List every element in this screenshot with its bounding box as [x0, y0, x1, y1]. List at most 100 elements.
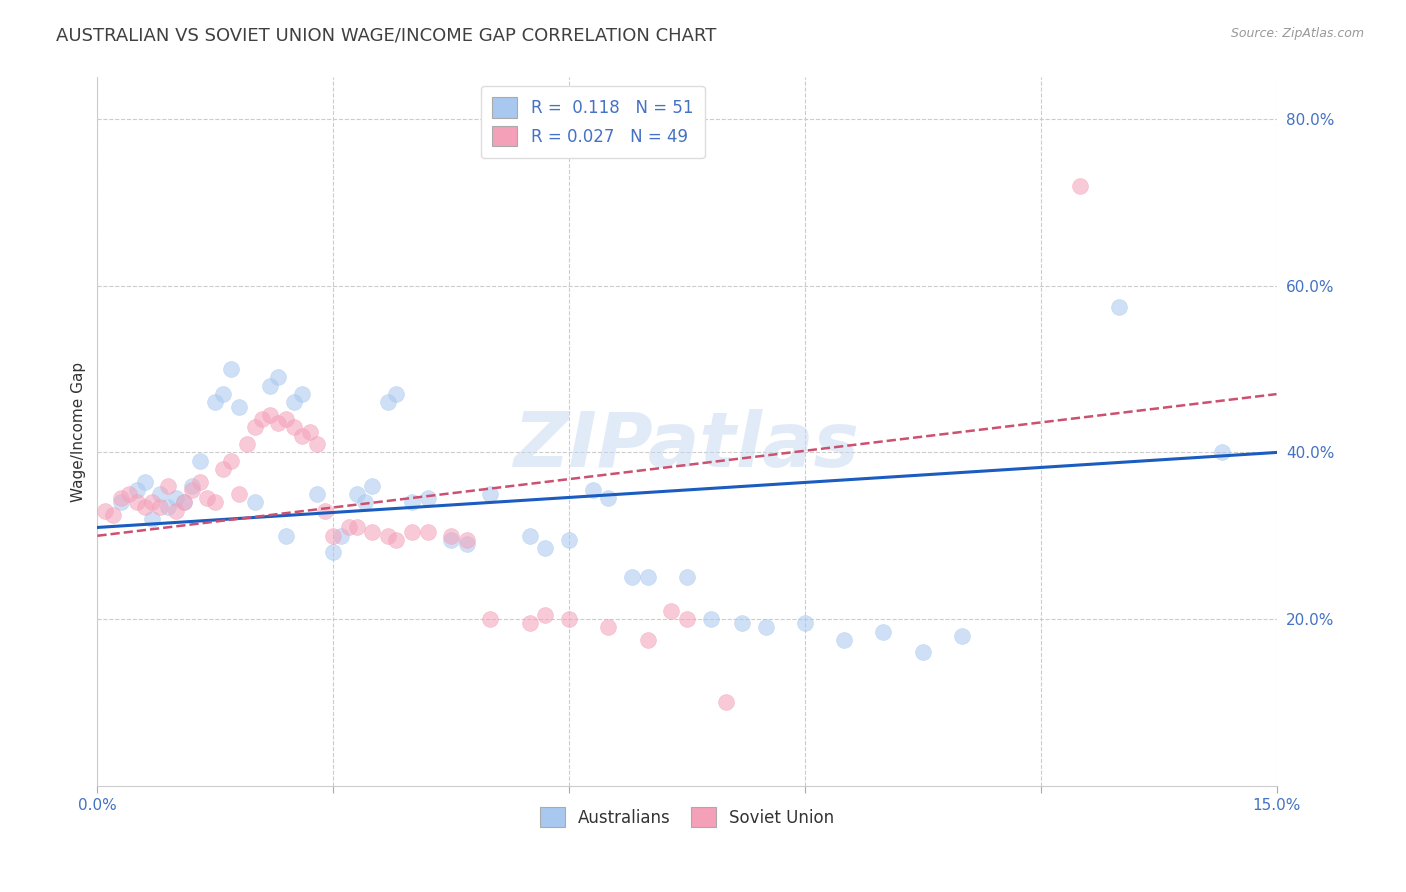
Point — [283, 420, 305, 434]
Point — [134, 475, 156, 489]
Point — [598, 491, 620, 506]
Point — [716, 696, 738, 710]
Point — [298, 425, 321, 439]
Point — [243, 420, 266, 434]
Point — [322, 545, 344, 559]
Point — [307, 437, 329, 451]
Point — [911, 645, 934, 659]
Point — [699, 612, 721, 626]
Point — [197, 491, 219, 506]
Point — [110, 491, 132, 506]
Point — [1069, 178, 1091, 193]
Point — [252, 412, 274, 426]
Point — [676, 570, 699, 584]
Point — [385, 387, 408, 401]
Point — [110, 495, 132, 509]
Point — [157, 479, 180, 493]
Point — [361, 524, 384, 539]
Point — [519, 529, 541, 543]
Point — [872, 624, 894, 639]
Point — [479, 612, 502, 626]
Point — [125, 495, 148, 509]
Point — [173, 495, 195, 509]
Point — [314, 504, 336, 518]
Point — [456, 537, 478, 551]
Point — [534, 541, 557, 556]
Point — [337, 520, 360, 534]
Point — [558, 612, 581, 626]
Point — [385, 533, 408, 547]
Point — [134, 500, 156, 514]
Point — [479, 487, 502, 501]
Point — [228, 400, 250, 414]
Point — [165, 504, 187, 518]
Legend: Australians, Soviet Union: Australians, Soviet Union — [533, 800, 841, 834]
Point — [416, 491, 439, 506]
Point — [377, 529, 399, 543]
Point — [125, 483, 148, 497]
Point — [832, 632, 855, 647]
Point — [401, 495, 423, 509]
Point — [267, 417, 290, 431]
Point — [188, 454, 211, 468]
Point — [259, 378, 281, 392]
Point — [291, 429, 314, 443]
Point — [416, 524, 439, 539]
Point — [440, 533, 463, 547]
Point — [676, 612, 699, 626]
Point — [291, 387, 314, 401]
Point — [598, 620, 620, 634]
Point — [157, 500, 180, 514]
Point — [204, 495, 226, 509]
Point — [267, 370, 290, 384]
Point — [94, 504, 117, 518]
Point — [620, 570, 643, 584]
Point — [1108, 300, 1130, 314]
Point — [219, 454, 242, 468]
Point — [659, 604, 682, 618]
Point — [353, 495, 375, 509]
Point — [204, 395, 226, 409]
Y-axis label: Wage/Income Gap: Wage/Income Gap — [72, 361, 86, 501]
Text: Source: ZipAtlas.com: Source: ZipAtlas.com — [1230, 27, 1364, 40]
Point — [534, 607, 557, 622]
Point — [118, 487, 141, 501]
Point — [141, 512, 163, 526]
Point — [212, 462, 235, 476]
Point — [401, 524, 423, 539]
Point — [259, 408, 281, 422]
Point — [228, 487, 250, 501]
Point — [754, 620, 776, 634]
Point — [581, 483, 603, 497]
Point — [361, 479, 384, 493]
Point — [377, 395, 399, 409]
Point — [212, 387, 235, 401]
Point — [141, 495, 163, 509]
Point — [149, 487, 172, 501]
Point — [346, 487, 368, 501]
Point — [519, 616, 541, 631]
Point — [283, 395, 305, 409]
Text: ZIPatlas: ZIPatlas — [515, 409, 860, 483]
Point — [456, 533, 478, 547]
Point — [330, 529, 353, 543]
Point — [235, 437, 257, 451]
Point — [440, 529, 463, 543]
Point — [149, 500, 172, 514]
Point — [219, 362, 242, 376]
Point — [274, 412, 297, 426]
Point — [637, 570, 659, 584]
Point — [180, 483, 202, 497]
Point — [793, 616, 815, 631]
Point — [307, 487, 329, 501]
Point — [558, 533, 581, 547]
Point — [243, 495, 266, 509]
Point — [731, 616, 754, 631]
Point — [101, 508, 124, 522]
Point — [274, 529, 297, 543]
Point — [1211, 445, 1233, 459]
Point — [322, 529, 344, 543]
Point — [950, 629, 973, 643]
Point — [637, 632, 659, 647]
Point — [173, 495, 195, 509]
